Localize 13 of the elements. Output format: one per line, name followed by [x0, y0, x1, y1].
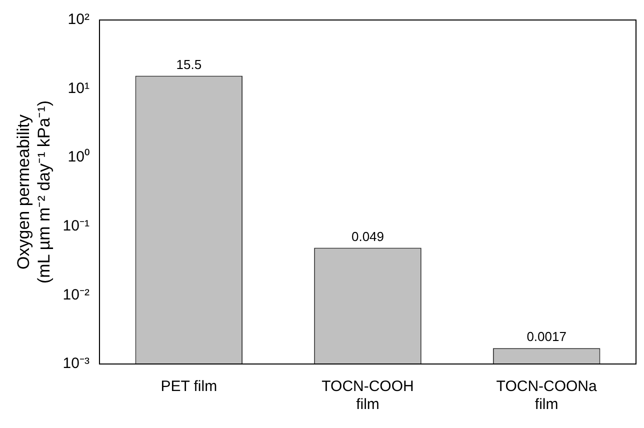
- y-tick-label: 10¹: [68, 80, 90, 97]
- y-axis-title: Oxygen permeability (mL µm m⁻² day⁻¹ kPa⁻¹): [14, 100, 54, 284]
- data-label: 0.0017: [526, 329, 566, 344]
- y-tick-label: 10⁻³: [62, 355, 90, 372]
- y-tick-label: 10²: [68, 11, 90, 28]
- x-tick-label: TOCN-COONa film: [496, 378, 598, 414]
- y-tick-label: 10⁰: [68, 148, 90, 166]
- data-label: 15.5: [176, 56, 202, 72]
- y-tick-label: 10⁻¹: [62, 218, 90, 235]
- x-tick-label: TOCN-COOH film: [322, 378, 414, 414]
- x-tick-label: PET film: [160, 378, 218, 396]
- y-tick-label: 10⁻²: [62, 286, 90, 304]
- data-label: 0.049: [351, 228, 384, 244]
